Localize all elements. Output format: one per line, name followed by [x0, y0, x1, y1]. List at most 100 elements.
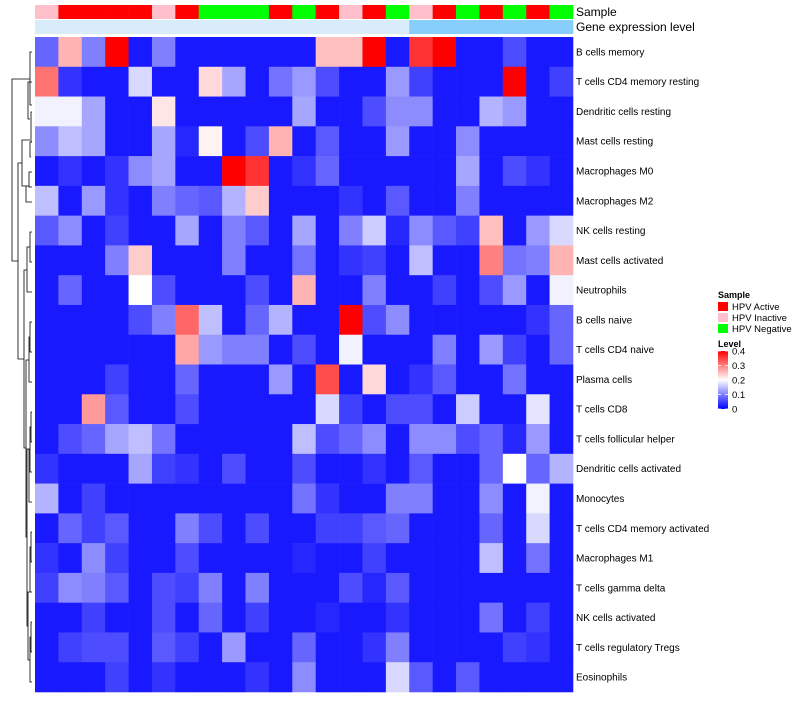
heatmap-cell	[175, 364, 200, 395]
heatmap-cell	[526, 126, 550, 157]
heatmap-cell	[362, 37, 387, 68]
heatmap-cell	[105, 185, 129, 216]
heatmap-cell	[198, 304, 223, 336]
heatmap-cell	[222, 424, 246, 455]
heatmap-cell	[81, 513, 106, 544]
heatmap-cell	[549, 602, 574, 633]
heatmap-cell	[151, 304, 176, 336]
heatmap-cell	[339, 66, 363, 97]
heatmap-cell	[526, 453, 550, 484]
heatmap-cell	[222, 215, 246, 246]
heatmap-cell	[432, 275, 457, 306]
heatmap-cell	[456, 602, 480, 633]
heatmap-cell	[245, 185, 270, 216]
heatmap-cell	[58, 513, 83, 544]
heatmap-cell	[58, 483, 83, 514]
heatmap-cell	[502, 304, 527, 336]
heatmap-cell	[198, 275, 223, 306]
heatmap-cell	[315, 602, 340, 633]
heatmap-cell	[362, 543, 387, 574]
heatmap-cell	[81, 96, 106, 127]
heatmap-cell	[362, 662, 387, 693]
heatmap-cell	[105, 126, 129, 157]
heatmap-cell	[339, 185, 363, 216]
heatmap-cell	[151, 96, 176, 127]
heatmap-cell	[81, 632, 106, 663]
sample-annotation-cell	[479, 5, 504, 19]
heatmap-cell	[268, 66, 293, 97]
heatmap-cell	[58, 156, 83, 187]
heatmap-cell	[385, 424, 410, 455]
heatmap-cell	[292, 543, 316, 574]
sample-annotation-cell	[385, 5, 410, 19]
heatmap-cell	[151, 66, 176, 97]
sample-annotation-cell	[292, 5, 316, 19]
heatmap-cell	[58, 185, 83, 216]
heatmap-cell	[292, 394, 316, 425]
heatmap-cell	[479, 513, 504, 544]
gene-expression-annotation-cell	[175, 20, 200, 34]
heatmap-cell	[362, 334, 387, 365]
heatmap-cell	[58, 602, 83, 633]
heatmap-cell	[385, 185, 410, 216]
heatmap-cell	[222, 156, 246, 187]
heatmap-cell	[198, 662, 223, 693]
heatmap-cell	[339, 483, 363, 514]
sample-annotation-cell	[58, 5, 83, 19]
row-label: Neutrophils	[576, 286, 627, 297]
heatmap-cell	[456, 394, 480, 425]
heatmap-cell	[128, 394, 153, 425]
heatmap-cell	[175, 483, 200, 514]
heatmap-cell	[456, 126, 480, 157]
heatmap-cell	[362, 632, 387, 663]
heatmap-cell	[456, 275, 480, 306]
heatmap-cell	[105, 602, 129, 633]
heatmap-cell	[339, 632, 363, 663]
row-labels: B cells memory T cells CD4 memory resting…	[576, 47, 709, 683]
heatmap-cell	[409, 483, 433, 514]
heatmap-cell	[385, 394, 410, 425]
heatmap-cell	[151, 424, 176, 455]
heatmap-cell	[105, 483, 129, 514]
heatmap-cell	[151, 662, 176, 693]
heatmap-cell	[315, 156, 340, 187]
heatmap-cell	[268, 126, 293, 157]
heatmap-cell	[479, 96, 504, 127]
heatmap-cell	[385, 572, 410, 603]
heatmap-cell	[456, 662, 480, 693]
heatmap-cell	[245, 156, 270, 187]
heatmap-cell	[479, 543, 504, 574]
heatmap-cell	[479, 185, 504, 216]
heatmap-cell	[432, 394, 457, 425]
heatmap-cell	[58, 543, 83, 574]
heatmap-cell	[432, 572, 457, 603]
sample-annotation-cell	[268, 5, 293, 19]
heatmap-cell	[58, 245, 83, 276]
heatmap-cell	[222, 453, 246, 484]
sample-legend-title: Sample	[718, 290, 750, 300]
heatmap-cell	[268, 543, 293, 574]
heatmap-cell	[175, 453, 200, 484]
heatmap-cell	[245, 245, 270, 276]
heatmap-cell	[479, 453, 504, 484]
heatmap-cell	[268, 334, 293, 365]
heatmap-cell	[339, 513, 363, 544]
heatmap-cell	[245, 543, 270, 574]
sample-track-label: Sample	[576, 5, 617, 19]
heatmap-cell	[222, 185, 246, 216]
heatmap-cell	[35, 632, 59, 663]
heatmap-cell	[315, 334, 340, 365]
heatmap-cell	[58, 66, 83, 97]
heatmap-cell	[362, 394, 387, 425]
heatmap-cell	[58, 394, 83, 425]
heatmap-cell	[409, 245, 433, 276]
heatmap-cell	[222, 513, 246, 544]
heatmap-cell	[526, 602, 550, 633]
heatmap-cell	[315, 572, 340, 603]
heatmap-cell	[549, 572, 574, 603]
heatmap-cell	[35, 394, 59, 425]
heatmap-cell	[456, 96, 480, 127]
heatmap-cell	[151, 572, 176, 603]
heatmap-cell	[105, 572, 129, 603]
